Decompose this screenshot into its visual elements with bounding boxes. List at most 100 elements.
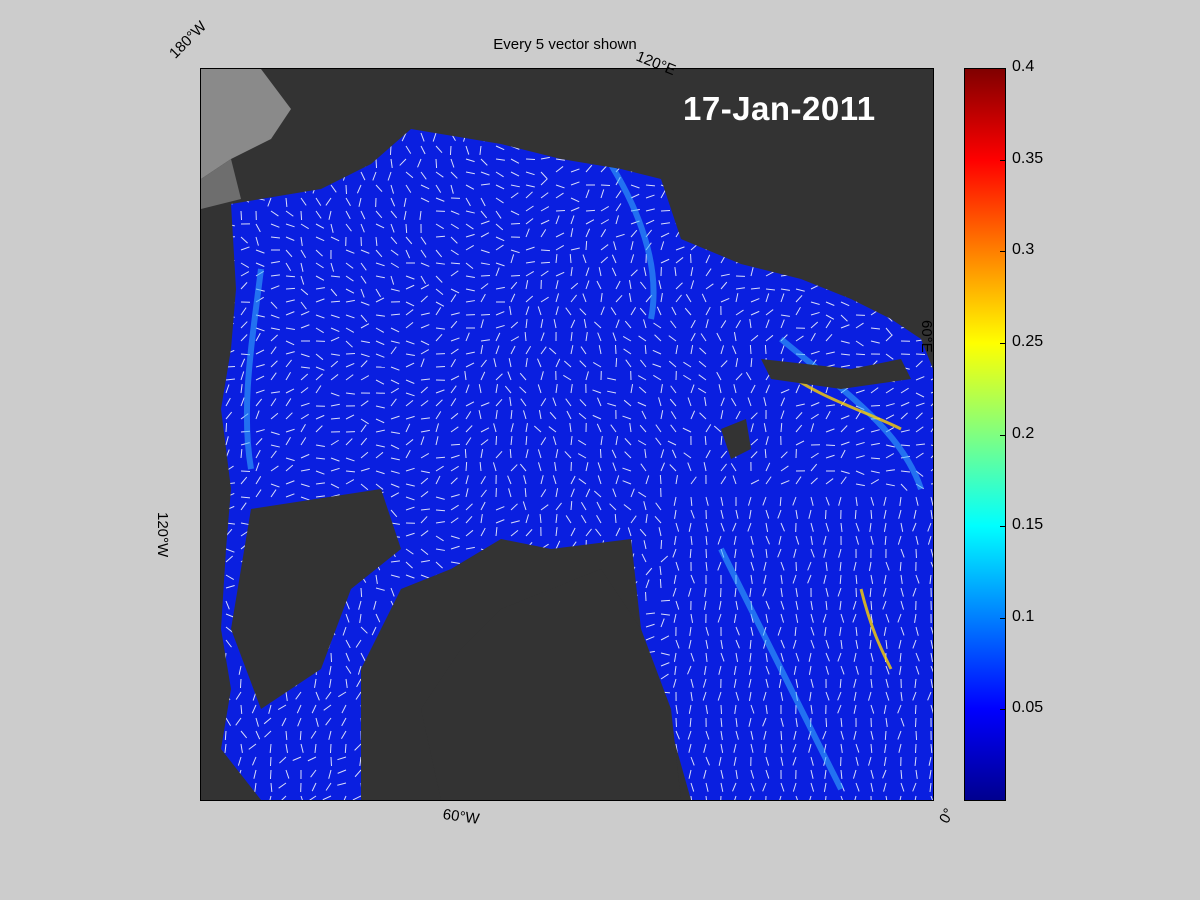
drift-vector bbox=[360, 400, 369, 407]
drift-vector bbox=[300, 496, 310, 501]
drift-vector bbox=[840, 425, 848, 433]
drift-vector bbox=[810, 626, 815, 636]
drift-vector bbox=[240, 358, 246, 368]
drift-vector bbox=[825, 561, 828, 571]
drift-vector bbox=[465, 546, 475, 550]
drift-vector bbox=[613, 241, 617, 251]
drift-vector bbox=[614, 344, 617, 355]
drift-vector bbox=[720, 704, 723, 715]
drift-vector bbox=[465, 488, 469, 498]
drift-vector bbox=[669, 464, 677, 472]
drift-vector bbox=[450, 184, 454, 194]
drift-vector bbox=[315, 327, 324, 334]
drift-vector bbox=[450, 375, 460, 381]
drift-vector bbox=[930, 795, 933, 800]
drift-vector bbox=[870, 652, 874, 662]
drift-vector bbox=[900, 626, 905, 636]
drift-vector bbox=[777, 795, 782, 800]
drift-vector bbox=[251, 704, 257, 714]
drift-vector bbox=[525, 171, 535, 176]
drift-vector bbox=[390, 444, 400, 450]
drift-vector bbox=[612, 332, 617, 342]
drift-vector bbox=[507, 475, 512, 485]
drift-vector bbox=[495, 506, 505, 511]
drift-vector bbox=[450, 517, 459, 524]
drift-vector bbox=[555, 502, 562, 511]
drift-vector bbox=[270, 391, 280, 394]
drift-vector bbox=[375, 483, 384, 490]
drift-vector bbox=[435, 465, 444, 472]
drift-vector bbox=[780, 717, 784, 727]
drift-vector bbox=[914, 678, 917, 688]
drift-vector bbox=[375, 587, 385, 591]
drift-vector bbox=[600, 293, 603, 303]
drift-vector bbox=[690, 280, 695, 290]
drift-vector bbox=[420, 417, 430, 420]
drift-vector bbox=[270, 465, 279, 472]
drift-vector bbox=[509, 306, 512, 316]
drift-vector bbox=[930, 626, 933, 636]
drift-vector bbox=[900, 412, 908, 420]
drift-vector bbox=[360, 288, 365, 298]
drift-vector bbox=[495, 244, 504, 251]
drift-vector bbox=[355, 691, 362, 700]
drift-vector bbox=[837, 652, 842, 662]
drift-vector bbox=[687, 462, 692, 472]
drift-vector bbox=[810, 535, 813, 545]
drift-vector bbox=[525, 449, 529, 459]
drift-vector bbox=[525, 514, 530, 524]
drift-vector bbox=[450, 454, 460, 459]
drift-vector bbox=[668, 360, 677, 368]
drift-vector bbox=[658, 397, 662, 407]
drift-vector bbox=[596, 501, 602, 511]
drift-vector bbox=[330, 223, 334, 233]
drift-vector bbox=[270, 372, 277, 381]
drift-vector bbox=[578, 439, 587, 446]
drift-vector bbox=[300, 275, 305, 285]
drift-vector bbox=[240, 522, 250, 526]
drift-vector bbox=[465, 384, 470, 394]
drift-vector bbox=[885, 444, 895, 448]
drift-vector bbox=[420, 184, 430, 190]
drift-vector bbox=[720, 639, 724, 649]
drift-vector bbox=[825, 587, 829, 597]
drift-vector bbox=[840, 441, 850, 446]
drift-vector bbox=[840, 665, 845, 675]
drift-vector bbox=[360, 275, 367, 284]
drift-vector bbox=[645, 579, 650, 589]
drift-vector bbox=[405, 353, 415, 357]
lon-label-120w: 120°W bbox=[154, 512, 171, 558]
drift-vector bbox=[465, 401, 475, 407]
drift-vector bbox=[777, 509, 782, 519]
drift-vector bbox=[420, 453, 430, 459]
drift-vector bbox=[597, 475, 602, 485]
drift-vector bbox=[315, 353, 324, 361]
drift-vector bbox=[763, 397, 767, 407]
drift-vector bbox=[780, 397, 786, 407]
drift-vector bbox=[690, 384, 695, 394]
drift-vector bbox=[704, 587, 707, 597]
drift-vector bbox=[540, 192, 549, 199]
drift-vector bbox=[912, 782, 917, 792]
drift-vector bbox=[405, 379, 415, 384]
drift-vector bbox=[645, 208, 655, 212]
drift-vector bbox=[915, 626, 919, 636]
drift-vector bbox=[808, 743, 812, 753]
drift-vector bbox=[645, 194, 655, 199]
drift-vector bbox=[808, 509, 812, 519]
drift-vector bbox=[870, 442, 880, 446]
drift-vector bbox=[720, 496, 724, 506]
drift-vector bbox=[718, 756, 722, 766]
drift-vector bbox=[720, 717, 723, 728]
drift-vector bbox=[480, 402, 490, 407]
drift-vector bbox=[747, 522, 752, 532]
drift-vector bbox=[405, 467, 415, 472]
drift-vector bbox=[270, 301, 278, 309]
drift-vector bbox=[683, 452, 692, 459]
drift-vector bbox=[375, 470, 385, 475]
drift-vector bbox=[688, 639, 692, 649]
drift-vector bbox=[240, 262, 250, 268]
drift-vector bbox=[733, 743, 737, 753]
drift-vector bbox=[405, 340, 415, 345]
drift-vector bbox=[748, 717, 752, 727]
